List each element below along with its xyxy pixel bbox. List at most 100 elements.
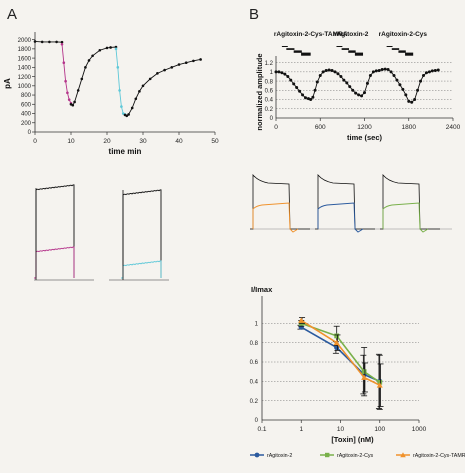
b-data-point: [339, 74, 343, 78]
b-data-point: [413, 98, 417, 102]
b-data-point: [377, 68, 381, 72]
b-x-tick-label: 1800: [402, 124, 417, 131]
b-data-point: [289, 78, 293, 82]
c-y-tick-label: 0.4: [250, 380, 259, 386]
a-x-axis-label: time min: [109, 147, 142, 156]
a-data-point: [114, 47, 118, 51]
a-y-tick-label: 400: [21, 112, 32, 118]
a-data-point: [118, 89, 121, 92]
a-data-point: [87, 59, 91, 62]
b-data-point: [410, 100, 414, 104]
a-data-point: [64, 79, 67, 83]
c-data-point: [298, 317, 305, 323]
b-x-tick-label: 2400: [446, 124, 461, 131]
c-data-point: [333, 339, 340, 346]
c-series-line: [300, 319, 381, 386]
a-y-tick-label: 1000: [18, 84, 32, 90]
a-data-point: [91, 54, 94, 58]
c-x-tick-label: 100: [374, 426, 385, 433]
a-data-point: [130, 106, 134, 110]
b-data-point: [354, 91, 358, 95]
a-series-toxin2: [115, 48, 126, 115]
b-data-point: [427, 70, 431, 74]
a-data-point: [120, 105, 123, 108]
a-trace-toxin-1: [34, 246, 75, 279]
a-data-point: [71, 103, 75, 107]
c-legend-label: rAgitoxin-2-Cys-TAMRA: [413, 453, 465, 459]
a-y-tick-label: 0: [28, 130, 32, 136]
c-x-tick-label: 10: [337, 426, 345, 433]
c-y-tick-label: 1: [255, 322, 259, 328]
b-data-point: [430, 69, 434, 73]
a-data-point: [67, 98, 71, 101]
b-data-point: [380, 68, 384, 72]
b-data-point: [389, 70, 393, 74]
a-data-point: [73, 100, 76, 104]
a-data-point: [156, 72, 159, 75]
a-x-tick-label: 0: [33, 138, 37, 145]
a-data-point: [55, 40, 58, 44]
a-data-point: [177, 63, 181, 66]
b-data-point: [283, 72, 287, 76]
b-data-point: [371, 70, 375, 74]
c-data-point: [361, 374, 368, 380]
a-data-point: [163, 68, 166, 72]
b-group-label: rAgitoxin-2-Cys: [379, 31, 428, 38]
b-data-point: [419, 79, 423, 83]
b-data-point: [313, 88, 317, 92]
b-data-point: [395, 78, 399, 82]
b-application-bar: [336, 46, 343, 47]
c-x-axis-label: [Toxin] (nM): [331, 435, 374, 444]
c-y-tick-label: 0.2: [250, 399, 259, 405]
b-data-point: [407, 99, 411, 103]
b-x-tick-label: 0: [274, 124, 278, 131]
b-data-point: [280, 71, 284, 75]
b-data-point: [360, 94, 364, 98]
a-data-point: [62, 61, 66, 65]
b-data-point: [368, 74, 372, 78]
a-data-point: [141, 84, 145, 88]
b-data-point: [404, 93, 408, 97]
b-application-bar: [293, 50, 302, 53]
b-trace-toxin: [252, 202, 299, 233]
a-x-tick-label: 40: [175, 138, 183, 145]
b-data-point: [416, 88, 420, 92]
c-y-tick-label: 0.8: [250, 341, 259, 347]
a-data-point: [48, 40, 51, 44]
b-y-tick-label: 0.2: [265, 107, 274, 113]
b-data-point: [298, 89, 302, 93]
a-data-point: [66, 91, 69, 95]
a-data-point: [84, 66, 87, 69]
a-data-point: [114, 45, 118, 49]
c-legend-label: rAgitoxin-2: [267, 453, 292, 459]
b-y-tick-label: 1: [270, 70, 274, 76]
a-data-point: [105, 46, 109, 50]
b-application-bar: [398, 50, 406, 53]
b-data-point: [401, 87, 405, 91]
a-y-tick-label: 1600: [18, 56, 32, 62]
b-data-point: [392, 74, 396, 78]
a-trace-control-1: [34, 184, 75, 279]
b-data-point: [309, 98, 313, 102]
b-data-point: [277, 70, 281, 74]
panel-label-b: B: [249, 6, 260, 23]
b-data-point: [318, 74, 322, 78]
a-data-point: [116, 66, 120, 69]
a-y-tick-label: 1400: [18, 66, 32, 72]
b-trace-control: [315, 173, 375, 230]
c-series-line: [300, 322, 381, 383]
b-y-tick-label: 0: [270, 116, 274, 122]
a-data-point: [148, 77, 152, 81]
c-legend-marker: [254, 452, 260, 458]
b-data-point: [304, 96, 307, 100]
a-x-tick-label: 20: [103, 138, 111, 145]
a-y-tick-label: 2000: [18, 38, 32, 44]
b-trace-control: [250, 173, 310, 230]
b-data-point: [333, 70, 337, 74]
b-data-point: [295, 86, 299, 90]
b-data-point: [301, 93, 305, 97]
a-data-point: [170, 66, 174, 69]
b-y-tick-label: 1.2: [265, 61, 274, 67]
a-data-point: [184, 61, 188, 65]
